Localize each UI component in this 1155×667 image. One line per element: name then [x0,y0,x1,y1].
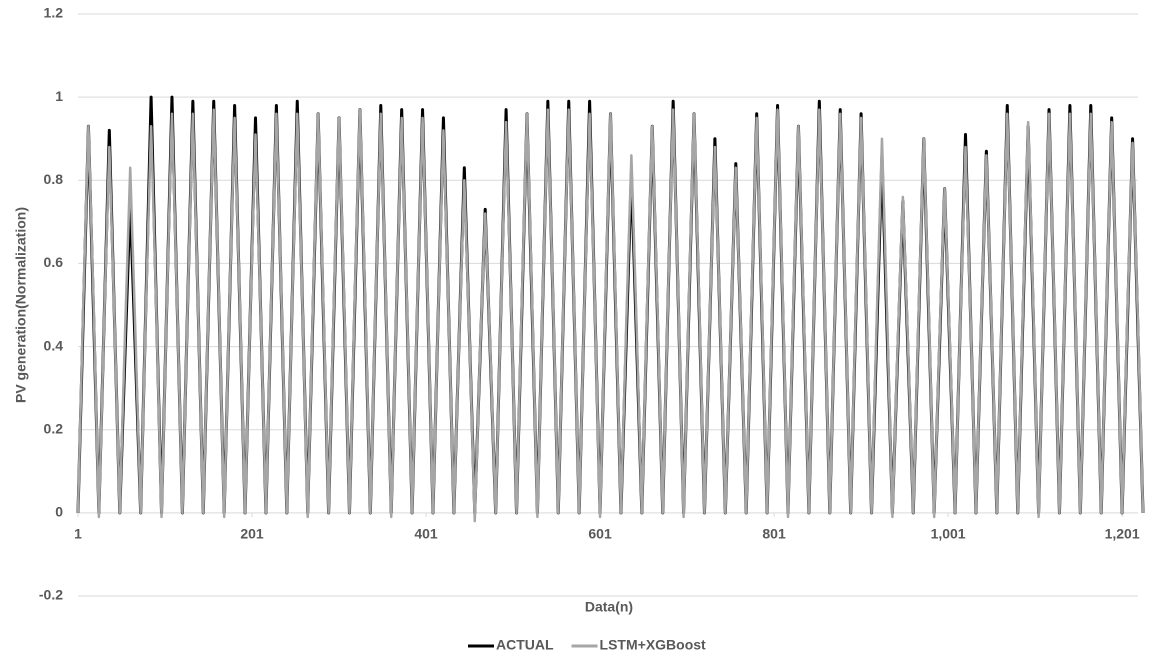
y-tick-label: 0 [55,504,63,520]
x-tick-label: 1 [74,526,82,542]
y-tick-label: 0.8 [44,171,64,187]
x-tick-label: 201 [240,526,264,542]
y-tick-label: 0.4 [44,337,64,353]
y-axis-title: PV generation(Normalization) [13,207,29,403]
y-tick-label: 1 [55,88,63,104]
x-tick-label: 1,201 [1105,526,1140,542]
x-tick-label: 801 [762,526,786,542]
y-tick-label: 1.2 [44,5,64,21]
legend: ACTUAL LSTM+XGBoost [468,637,706,653]
legend-label: LSTM+XGBoost [600,637,707,653]
legend-label: ACTUAL [496,637,554,653]
x-tick-label: 1,001 [931,526,966,542]
x-tick-label: 601 [588,526,612,542]
y-tick-label: -0.2 [39,587,63,603]
y-tick-label: 0.6 [44,254,64,270]
y-tick-label: 0.2 [44,420,64,436]
x-tick-label: 401 [414,526,438,542]
x-axis-title: Data(n) [585,599,633,615]
series-line [76,108,1145,523]
